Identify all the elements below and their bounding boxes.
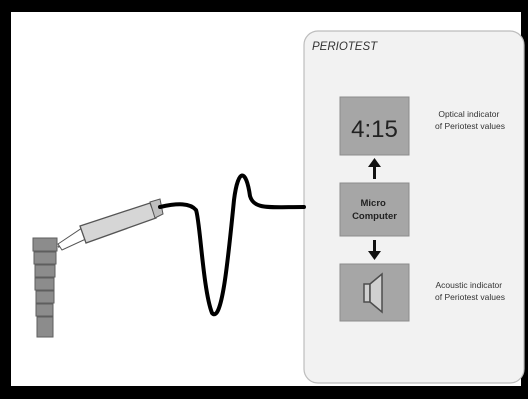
periotest-panel [303,30,525,384]
micro-label-line-2: Computer [352,211,397,222]
micro-computer-label: Micro Computer [352,198,397,222]
micro-label-line-1: Micro [361,198,387,209]
arrow-up-icon [368,158,381,179]
arrow-down-icon [368,240,381,260]
handpiece [57,198,164,251]
display-value: 4:15 [351,116,398,143]
micro-computer-box [339,182,410,237]
acoustic-indicator-label: Acoustic indicator of Periotest values [435,280,505,302]
acoustic-label-line-1: Acoustic indicator [436,280,503,290]
optical-label-line-1: Optical indicator [438,109,499,119]
signal-cable [158,173,306,317]
tooth-column [32,237,58,338]
speaker-icon [363,272,383,314]
optical-label-line-2: of Periotest values [435,121,505,131]
acoustic-label-line-2: of Periotest values [435,292,505,302]
panel-title: PERIOTEST [312,41,378,53]
optical-display [339,96,410,156]
optical-indicator-label: Optical indicator of Periotest values [435,109,505,131]
